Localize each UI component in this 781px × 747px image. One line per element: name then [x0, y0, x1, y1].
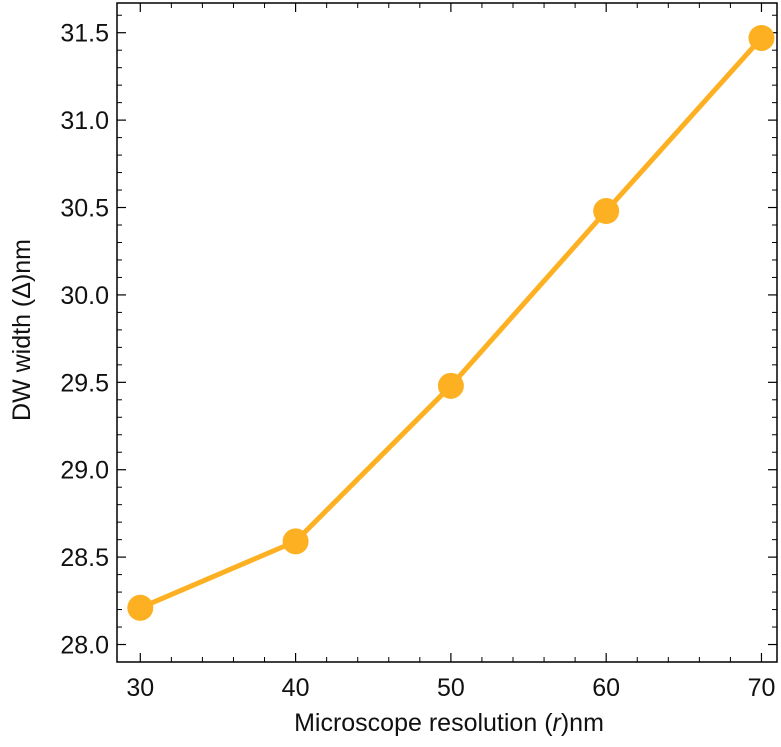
tick-labels: 28.0 28.5 29.0 29.5 30.0 30.5 31.0 31.5 30 40 50 60… — [60, 20, 775, 702]
y-tick-label: 29.0 — [60, 457, 109, 485]
data-point — [127, 594, 154, 621]
y-tick-label: 31.5 — [60, 20, 109, 48]
data-point — [593, 198, 620, 225]
y-tick-label: 30.0 — [60, 282, 109, 310]
y-tick-label: 28.0 — [60, 632, 109, 660]
data-point — [437, 372, 464, 399]
y-tick-label: 30.5 — [60, 195, 109, 223]
plot-frame — [116, 2, 778, 663]
x-tick-label: 40 — [282, 674, 310, 702]
y-axis-title: DW width (Δ)nm — [8, 239, 36, 421]
series-line — [137, 35, 764, 611]
x-tick-label: 70 — [748, 674, 776, 702]
y-tick-label: 31.0 — [60, 107, 109, 135]
x-tick-label: 60 — [592, 674, 620, 702]
y-tick-label: 29.5 — [60, 369, 109, 397]
data-point — [748, 24, 775, 51]
plot-border — [116, 2, 778, 663]
x-tick-label: 50 — [437, 674, 465, 702]
axis-ticks — [117, 3, 777, 663]
data-point — [282, 528, 309, 555]
series-layer — [127, 24, 775, 621]
x-axis-title: Microscope resolution (r)nm — [294, 709, 604, 737]
y-tick-label: 28.5 — [60, 544, 109, 572]
x-tick-label: 30 — [126, 674, 154, 702]
